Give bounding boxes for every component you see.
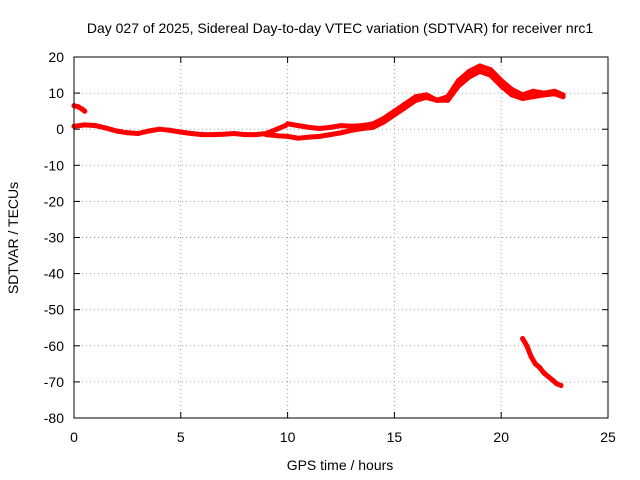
data-point [103, 125, 109, 131]
data-point [156, 126, 162, 132]
data-point [498, 78, 504, 83]
data-point [306, 124, 312, 130]
data-point [75, 104, 81, 110]
data-point [554, 381, 560, 387]
x-tick-label: 5 [177, 429, 185, 445]
data-point [359, 123, 365, 129]
y-tick-label: -20 [44, 193, 64, 209]
series-segment-upper [285, 63, 566, 131]
data-point [509, 92, 515, 98]
data-point [338, 130, 344, 136]
data-point [456, 78, 461, 83]
data-point [189, 131, 194, 136]
data-point [327, 132, 333, 138]
series-line [520, 336, 564, 388]
data-point [537, 365, 543, 370]
x-tick-label: 15 [387, 429, 403, 445]
data-point [82, 108, 88, 114]
y-tick-label: -80 [44, 410, 64, 426]
data-point [381, 115, 387, 121]
data-point [306, 134, 312, 140]
data-point [560, 92, 566, 98]
data-point [550, 377, 555, 383]
y-tick-label: 10 [48, 85, 64, 101]
data-point [274, 126, 280, 132]
data-point [370, 121, 376, 127]
data-point [285, 121, 291, 127]
data-point [221, 131, 226, 137]
y-tick-label: 0 [56, 121, 64, 137]
y-tick-label: -10 [44, 157, 64, 173]
y-tick-label: -40 [44, 266, 64, 282]
data-point [528, 354, 534, 360]
y-tick-label: -60 [44, 338, 64, 354]
plot-area [71, 63, 566, 388]
data-point [124, 130, 130, 136]
data-point [274, 133, 280, 139]
data-point [466, 68, 472, 74]
data-point [545, 374, 551, 379]
x-tick-label: 20 [493, 429, 509, 445]
data-point [520, 96, 526, 101]
data-point [285, 133, 291, 139]
data-point [92, 123, 98, 129]
data-point [520, 336, 526, 342]
data-point [317, 126, 323, 131]
data-point [391, 108, 397, 114]
x-tick-label: 10 [280, 429, 296, 445]
data-point [199, 132, 205, 138]
data-point [338, 123, 344, 129]
data-point [82, 122, 88, 128]
data-point [423, 92, 429, 98]
y-axis-label: SDTVAR / TECUs [5, 182, 21, 294]
x-axis-label: GPS time / hours [287, 457, 394, 473]
data-point [530, 88, 536, 94]
data-point [146, 128, 152, 134]
y-tick-label: -70 [44, 374, 64, 390]
grid [74, 57, 608, 418]
data-point [532, 361, 538, 367]
data-point [488, 67, 493, 73]
y-tick-label: -30 [44, 230, 64, 246]
data-point [477, 68, 483, 74]
data-point [349, 123, 355, 129]
x-tick-label: 0 [70, 429, 78, 445]
data-point [509, 87, 515, 92]
y-tick-label: -50 [44, 302, 64, 318]
data-point [541, 370, 547, 376]
series-segment-drop [520, 336, 564, 388]
data-point [295, 123, 301, 129]
data-point [349, 127, 355, 133]
x-tick-label: 25 [600, 429, 616, 445]
data-point [231, 131, 237, 136]
data-point [541, 90, 547, 96]
data-point [114, 128, 120, 134]
data-point [530, 94, 536, 100]
data-point [402, 101, 408, 107]
series-segment-main-a [71, 122, 288, 138]
data-point [317, 133, 323, 139]
data-point [295, 135, 301, 141]
data-point [210, 132, 216, 138]
chart-title: Day 027 of 2025, Sidereal Day-to-day VTE… [87, 20, 593, 36]
data-point [477, 63, 483, 69]
data-point [520, 92, 526, 98]
data-point [434, 97, 440, 103]
data-point [445, 94, 451, 100]
data-point [167, 127, 173, 133]
data-point [558, 383, 564, 388]
data-point [552, 88, 558, 94]
axes-ticks: 0 5 10 15 20 25 20 10 0 -10 -20 -30 -40 -50 -60 -70 -80 [44, 49, 616, 445]
data-point [242, 132, 248, 138]
y-tick-label: 20 [48, 49, 64, 65]
data-point [413, 94, 419, 100]
data-point [524, 343, 530, 349]
series-segment-main-b [263, 68, 566, 141]
data-point [327, 124, 333, 130]
data-point [263, 132, 269, 138]
data-point [253, 132, 259, 138]
data-point [178, 129, 184, 135]
data-point [135, 131, 141, 136]
